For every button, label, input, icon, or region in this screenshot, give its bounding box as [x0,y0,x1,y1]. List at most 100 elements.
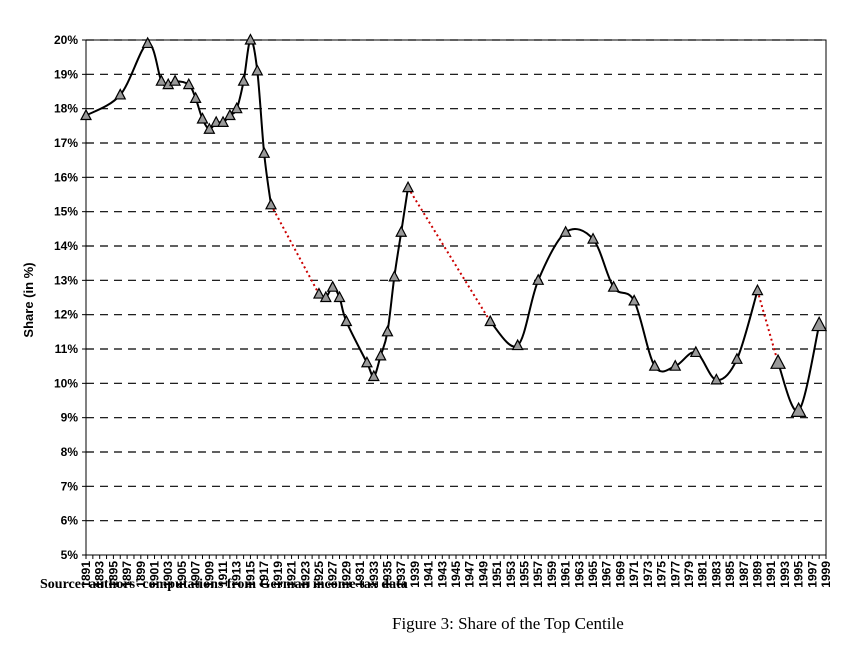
x-tick-label: 1971 [627,561,641,588]
y-tick-label: 16% [54,170,78,184]
data-point-marker [402,180,415,193]
data-point-marker [648,359,661,371]
x-tick-label: 1975 [655,561,669,588]
x-tick-label: 1945 [449,561,463,588]
x-tick-label: 1921 [285,561,299,588]
y-tick-label: 15% [54,205,78,219]
x-tick-label: 1937 [394,561,408,588]
data-point-marker [230,101,243,114]
x-tick-label: 1999 [819,561,833,588]
data-point-marker [484,314,497,327]
x-tick-label: 1981 [696,561,710,588]
y-axis-label: Share (in %) [21,262,36,337]
x-tick-label: 1915 [243,561,257,588]
data-point-marker [196,112,209,124]
x-tick-label: 1899 [134,561,148,588]
y-tick-label: 20% [54,33,78,47]
series-line [85,38,272,205]
x-tick-label: 1957 [531,561,545,588]
x-tick-label: 1961 [559,561,573,588]
plot-area-frame [85,39,827,556]
data-point-marker [532,273,545,285]
figure-caption: Figure 3: Share of the Top Centile [392,614,624,633]
y-tick-label: 19% [54,67,78,81]
x-tick-label: 1951 [490,561,504,588]
x-tick-label: 1891 [79,561,93,588]
data-point-marker [169,74,182,86]
data-point-marker [811,315,828,332]
data-point-marker [360,355,373,368]
data-point-marker [265,198,277,210]
series-line [489,228,759,381]
y-tick-label: 9% [61,411,79,425]
y-tick-label: 11% [55,342,79,356]
x-tick-label: 1991 [764,561,778,588]
x-tick-label: 1953 [504,561,518,588]
data-point-marker [312,287,325,299]
x-tick-label: 1909 [202,561,216,588]
x-tick-label: 1997 [805,561,819,588]
data-point-marker [217,115,230,128]
data-point-marker [189,91,202,103]
data-point-marker [203,122,216,134]
gap-lines [270,187,779,364]
data-point-marker [770,353,787,369]
x-tick-label: 1897 [120,561,134,588]
x-tick-label: 1907 [189,561,203,588]
data-point-marker [790,401,807,417]
data-point-marker [395,225,408,237]
x-tick-label: 1913 [230,561,244,588]
data-point-marker [388,270,401,282]
x-tick-label: 1969 [613,561,627,588]
x-tick-label: 1985 [723,561,737,588]
x-tick-label: 1917 [257,561,271,588]
chart: 5% 6% 7% 8% 9% 10% 11% 12% 13% 14% 15% 16% 17% 18% 19%… [21,33,833,588]
data-point-marker [751,283,764,296]
x-tick-label: 1987 [737,561,751,588]
grid-lines [86,39,826,522]
x-tick-label: 1995 [792,561,806,588]
y-tick-label: 13% [54,273,78,287]
data-point-marker [587,232,600,244]
y-tick-label: 14% [54,239,78,253]
gap-line [407,187,492,323]
x-tick-label: 1941 [422,561,436,588]
x-axis-ticks: 1891 1893 1895 1897 1899 1901 1903 1905 1907 1909… [79,555,833,588]
data-markers [80,33,828,417]
x-tick-label: 1919 [271,561,285,588]
data-point-marker [374,349,387,361]
x-tick-label: 1911 [216,561,230,587]
data-point-marker [80,108,92,121]
data-point-marker [258,146,271,158]
y-tick-label: 6% [61,514,79,528]
data-point-marker [628,294,641,306]
data-point-marker [381,325,394,337]
x-tick-label: 1943 [435,561,449,588]
data-point-marker [367,369,380,382]
data-point-marker [607,280,620,292]
data-point-marker [251,64,264,76]
data-point-marker [559,225,572,237]
x-tick-label: 1973 [641,561,655,588]
x-tick-label: 1989 [750,561,764,588]
y-tick-label: 12% [54,308,78,322]
y-tick-label: 18% [54,102,78,116]
x-tick-label: 1947 [463,561,477,588]
data-point-marker [223,108,236,121]
x-tick-label: 1977 [668,561,682,588]
y-tick-label: 10% [54,376,78,390]
x-tick-label: 1923 [298,561,312,588]
x-tick-label: 1893 [93,561,107,588]
y-tick-label: 5% [61,548,79,562]
data-point-marker [237,74,250,86]
x-tick-label: 1925 [312,561,326,588]
x-tick-label: 1979 [682,561,696,588]
data-point-marker [244,33,257,45]
data-point-marker [730,352,743,364]
data-point-marker [333,290,346,303]
data-point-marker [326,280,339,292]
x-tick-label: 1931 [353,561,367,588]
x-tick-label: 1933 [367,561,381,588]
x-tick-label: 1939 [408,561,422,588]
x-tick-label: 1929 [339,561,353,588]
